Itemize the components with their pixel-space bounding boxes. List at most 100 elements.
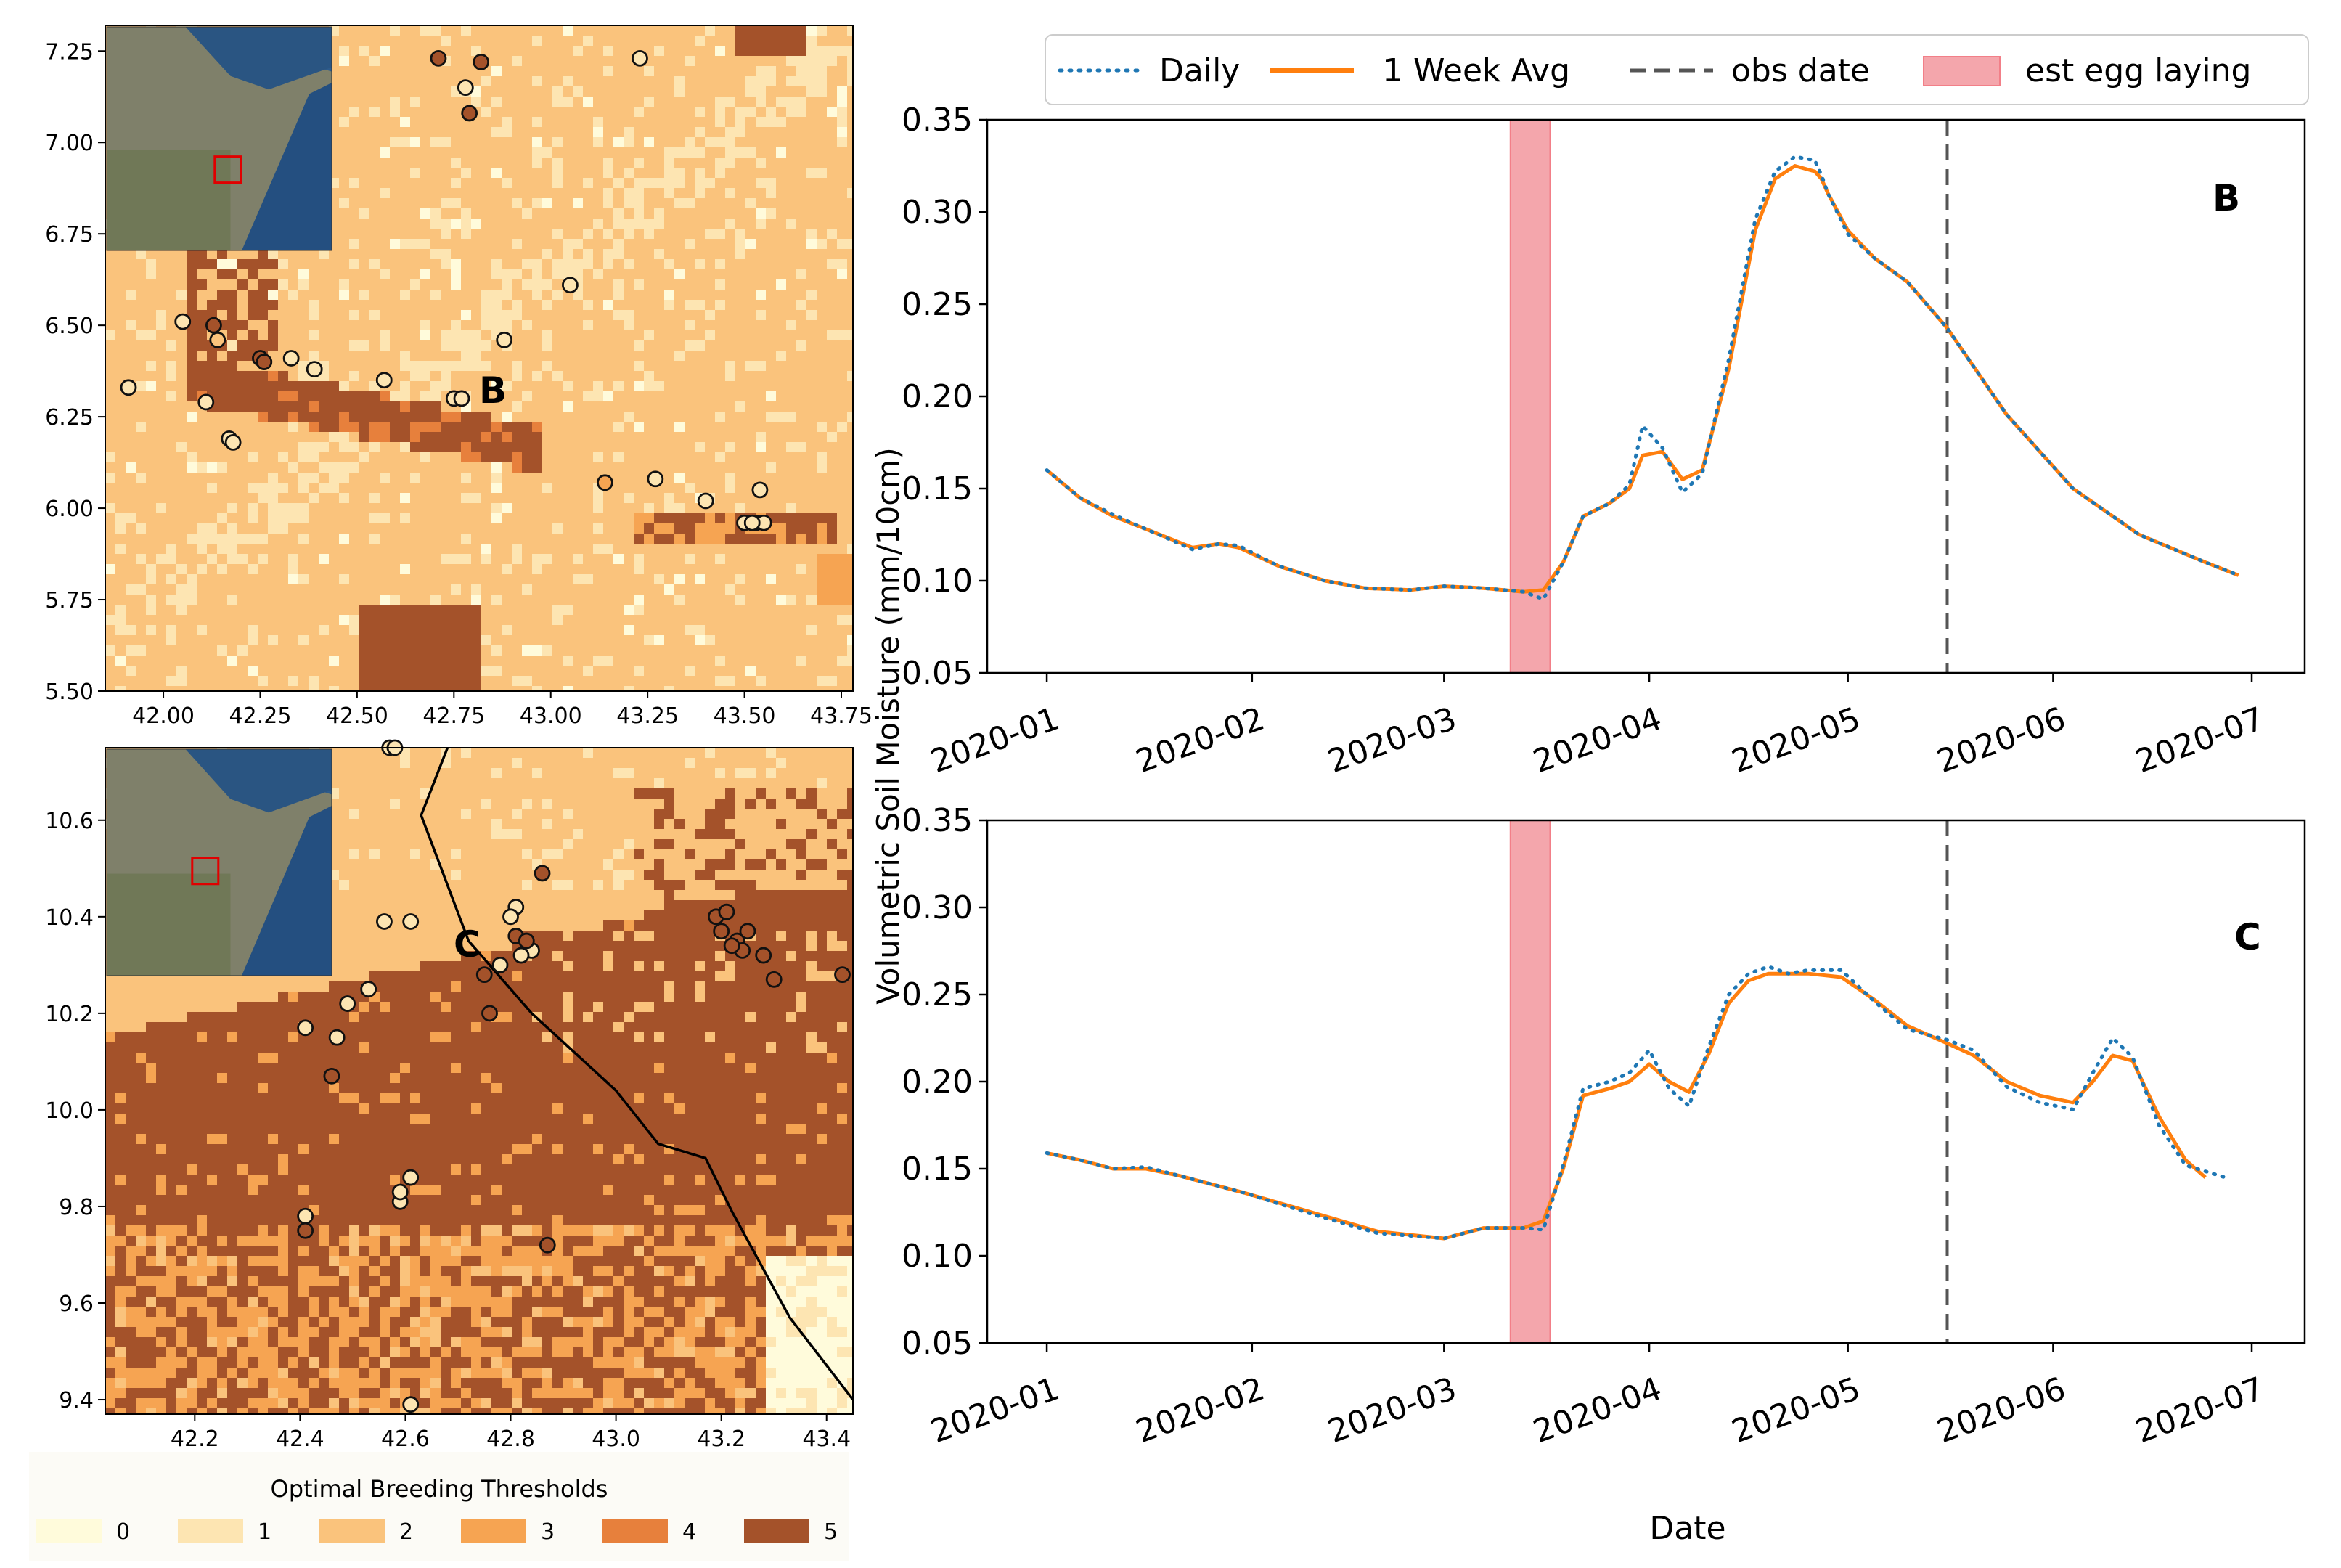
grid-cell bbox=[126, 290, 136, 300]
grid-cell bbox=[756, 340, 766, 351]
grid-cell bbox=[817, 259, 827, 269]
grid-cell bbox=[481, 452, 491, 462]
grid-cell bbox=[369, 748, 380, 758]
grid-cell bbox=[176, 534, 187, 544]
grid-cell bbox=[146, 391, 156, 401]
grid-cell bbox=[227, 534, 237, 544]
grid-cell bbox=[136, 483, 146, 493]
grid-cell bbox=[400, 300, 410, 310]
grid-cell bbox=[481, 259, 491, 269]
grid-cell bbox=[298, 340, 309, 351]
grid-cell bbox=[471, 340, 481, 351]
grid-cell bbox=[563, 340, 573, 351]
grid-cell bbox=[461, 748, 471, 758]
grid-cell bbox=[817, 605, 827, 615]
grid-cell bbox=[349, 534, 359, 544]
grid-cell bbox=[227, 635, 237, 645]
grid-cell bbox=[319, 412, 329, 422]
grid-cell bbox=[593, 462, 603, 473]
grid-cell bbox=[735, 178, 745, 188]
grid-cell bbox=[735, 381, 745, 391]
grid-cell bbox=[481, 158, 491, 168]
grid-cell bbox=[847, 66, 853, 76]
grid-cell bbox=[552, 36, 563, 46]
grid-cell bbox=[481, 76, 491, 86]
grid-cell bbox=[512, 25, 522, 36]
grid-cell bbox=[664, 330, 674, 340]
grid-cell bbox=[349, 422, 359, 432]
grid-cell bbox=[837, 645, 847, 656]
grid-cell bbox=[563, 239, 573, 249]
grid-cell bbox=[624, 279, 634, 290]
grid-cell bbox=[847, 686, 853, 691]
grid-cell bbox=[735, 412, 745, 422]
grid-cell bbox=[339, 107, 349, 117]
grid-cell bbox=[349, 605, 359, 615]
grid-cell bbox=[410, 330, 420, 340]
grid-cell bbox=[471, 432, 481, 442]
grid-cell bbox=[613, 208, 624, 219]
grid-cell bbox=[400, 36, 410, 46]
grid-cell bbox=[502, 178, 512, 188]
grid-cell bbox=[847, 462, 853, 473]
grid-cell bbox=[593, 534, 603, 544]
grid-cell bbox=[420, 66, 430, 76]
grid-cell bbox=[715, 279, 725, 290]
grid-cell bbox=[278, 452, 288, 462]
grid-cell bbox=[827, 340, 837, 351]
grid-cell bbox=[715, 686, 725, 691]
grid-cell bbox=[573, 300, 583, 310]
grid-cell bbox=[786, 310, 796, 320]
grid-cell bbox=[420, 473, 430, 483]
grid-cell bbox=[166, 361, 176, 371]
grid-cell bbox=[461, 595, 471, 605]
grid-cell bbox=[349, 351, 359, 361]
grid-cell bbox=[664, 279, 674, 290]
grid-cell bbox=[502, 574, 512, 584]
grid-cell bbox=[176, 513, 187, 523]
grid-cell bbox=[268, 544, 278, 554]
grid-cell bbox=[451, 432, 461, 442]
grid-cell bbox=[471, 371, 481, 381]
grid-cell bbox=[756, 259, 766, 269]
grid-cell bbox=[166, 483, 176, 493]
grid-cell bbox=[298, 574, 309, 584]
grid-cell bbox=[126, 320, 136, 330]
grid-cell bbox=[847, 523, 853, 534]
grid-cell bbox=[380, 676, 390, 686]
grid-cell bbox=[593, 523, 603, 534]
grid-cell bbox=[573, 422, 583, 432]
grid-cell bbox=[349, 574, 359, 584]
grid-cell bbox=[217, 493, 227, 503]
grid-cell bbox=[430, 188, 441, 198]
grid-cell bbox=[278, 432, 288, 442]
grid-cell bbox=[166, 330, 176, 340]
grid-cell bbox=[644, 76, 654, 86]
grid-cell bbox=[349, 381, 359, 391]
grid-cell bbox=[420, 168, 430, 178]
grid-cell bbox=[552, 269, 563, 279]
grid-cell bbox=[685, 432, 695, 442]
grid-cell bbox=[786, 229, 796, 239]
grid-cell bbox=[369, 107, 380, 117]
grid-cell bbox=[176, 401, 187, 412]
grid-cell bbox=[441, 432, 451, 442]
grid-cell bbox=[603, 147, 613, 158]
grid-cell bbox=[410, 605, 420, 615]
grid-cell bbox=[542, 259, 552, 269]
grid-cell bbox=[441, 523, 451, 534]
grid-cell bbox=[837, 36, 847, 46]
grid-cell bbox=[339, 412, 349, 422]
grid-cell bbox=[461, 473, 471, 483]
grid-cell bbox=[837, 310, 847, 320]
grid-cell bbox=[624, 371, 634, 381]
grid-cell bbox=[339, 137, 349, 147]
grid-cell bbox=[126, 442, 136, 452]
grid-cell bbox=[400, 229, 410, 239]
grid-cell bbox=[369, 574, 380, 584]
grid-cell bbox=[298, 290, 309, 300]
grid-cell bbox=[471, 381, 481, 391]
grid-cell bbox=[613, 361, 624, 371]
grid-cell bbox=[491, 442, 502, 452]
grid-cell bbox=[786, 422, 796, 432]
